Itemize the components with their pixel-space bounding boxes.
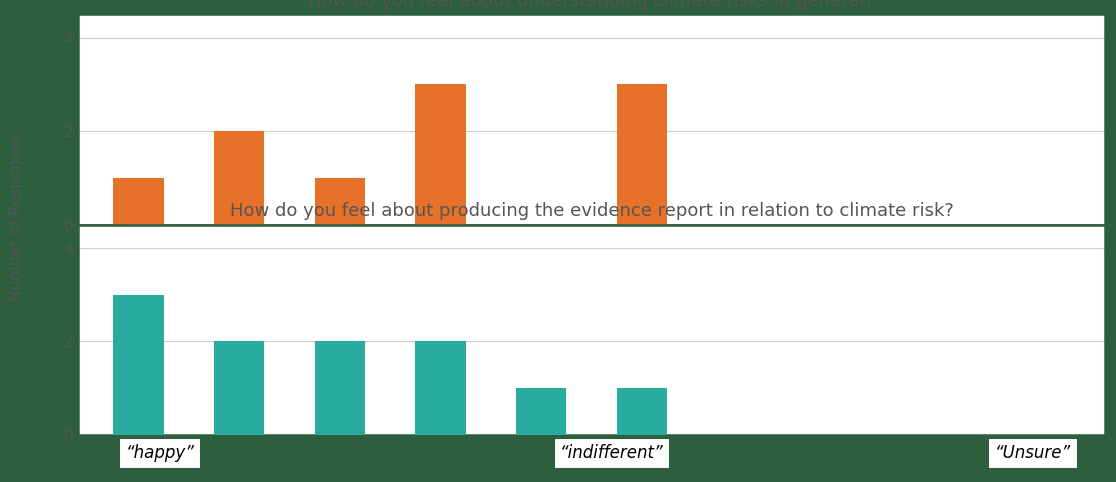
Bar bbox=[617, 388, 667, 435]
Text: “Unsure”: “Unsure” bbox=[994, 444, 1071, 462]
Bar bbox=[114, 178, 164, 225]
Bar bbox=[315, 341, 365, 435]
Bar bbox=[114, 295, 164, 435]
Bar bbox=[214, 131, 264, 225]
Bar bbox=[315, 178, 365, 225]
Title: How do you feel about producing the evidence report in relation to climate risk?: How do you feel about producing the evid… bbox=[230, 202, 953, 220]
Bar bbox=[214, 341, 264, 435]
Bar bbox=[415, 341, 465, 435]
Bar bbox=[516, 388, 566, 435]
Title: How do you feel about understanding climate risks in general?: How do you feel about understanding clim… bbox=[308, 0, 875, 10]
Text: Number of Responses: Number of Responses bbox=[9, 133, 25, 301]
Text: “indifferent”: “indifferent” bbox=[560, 444, 664, 462]
Bar bbox=[617, 84, 667, 225]
Bar bbox=[415, 84, 465, 225]
Text: “happy”: “happy” bbox=[126, 444, 194, 462]
